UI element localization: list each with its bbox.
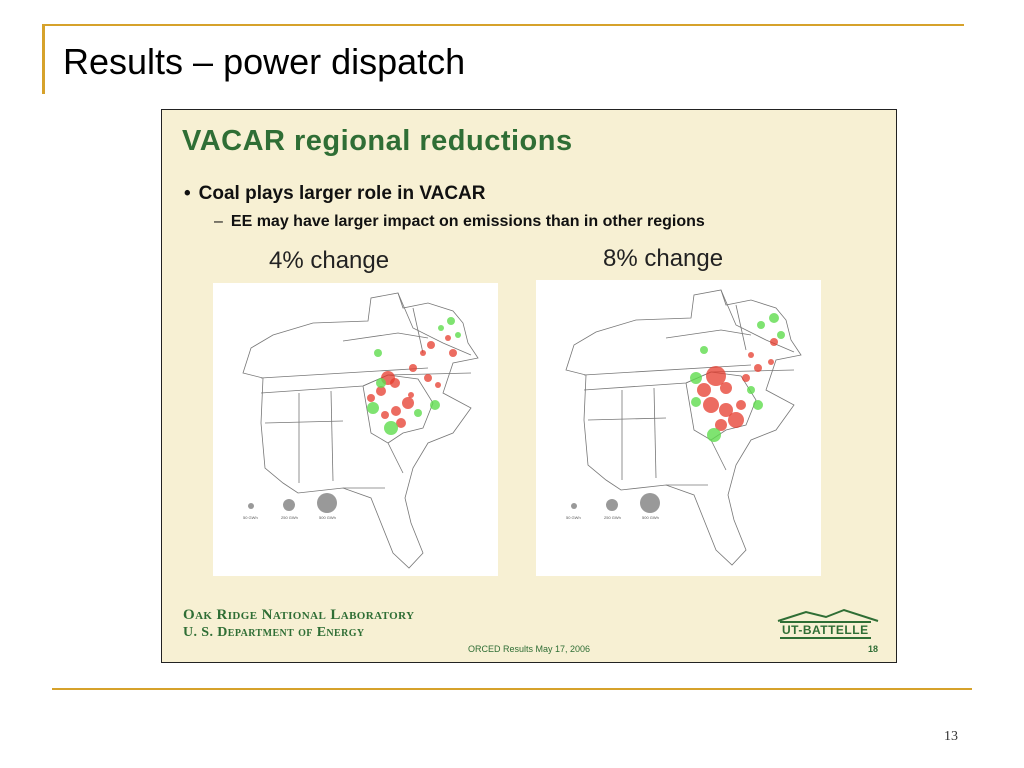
legend-label-large: 500 GWh <box>319 515 336 520</box>
org-line-2: U. S. Department of Energy <box>183 625 365 640</box>
map-left-title: 4% change <box>269 247 390 274</box>
bullet-1: • Coal plays larger role in VACAR <box>184 183 486 205</box>
mountain-icon <box>777 608 879 622</box>
bullet-2: – EE may have larger impact on emissions … <box>214 213 705 231</box>
ut-battelle-logo: UT-BATTELLE <box>776 608 882 642</box>
org-name: Oak Ridge National Laboratory U. S. Depa… <box>183 607 414 641</box>
size-legend-left: 50 GWh 250 GWh 500 GWh <box>243 493 337 520</box>
reduction-markers-left <box>367 317 461 435</box>
embedded-slide-number: 18 <box>868 644 879 654</box>
size-legend-right: 50 GWh 250 GWh 500 GWh <box>566 493 660 520</box>
map-4pct: 50 GWh 250 GWh 500 GWh <box>213 283 498 576</box>
footer-rule <box>52 688 972 690</box>
southeast-map-left: 50 GWh 250 GWh 500 GWh <box>242 292 479 569</box>
legend-label-small: 50 GWh <box>566 515 581 520</box>
org-line-1: Oak Ridge National Laboratory <box>183 607 415 623</box>
bullet-2-text: EE may have larger impact on emissions t… <box>230 213 705 230</box>
map-8pct: 50 GWh 250 GWh 500 GWh <box>536 280 821 576</box>
legend-label-medium: 250 GWh <box>281 515 298 520</box>
reduction-markers-right <box>690 313 785 442</box>
state-outlines <box>565 289 802 566</box>
slide-title: Results – power dispatch <box>63 41 466 82</box>
title-rule-left <box>42 24 45 94</box>
embedded-slide-image: VACAR regional reductions • Coal plays la… <box>161 109 897 663</box>
footer-text: ORCED Results May 17, 2006 <box>468 644 591 654</box>
legend-label-medium: 250 GWh <box>604 515 621 520</box>
bullet-dash-icon: – <box>214 213 223 230</box>
state-outlines <box>242 292 479 569</box>
bullet-dot-icon: • <box>184 183 191 204</box>
legend-label-small: 50 GWh <box>243 515 258 520</box>
bullet-1-text: Coal plays larger role in VACAR <box>198 183 486 204</box>
legend-label-large: 500 GWh <box>642 515 659 520</box>
embedded-heading: VACAR regional reductions <box>182 125 573 157</box>
title-rule-top <box>42 24 964 26</box>
logo-text: UT-BATTELLE <box>780 621 871 639</box>
page-number: 13 <box>944 729 958 744</box>
southeast-map-right: 50 GWh 250 GWh 500 GWh <box>565 289 802 566</box>
map-right-title: 8% change <box>603 245 724 272</box>
